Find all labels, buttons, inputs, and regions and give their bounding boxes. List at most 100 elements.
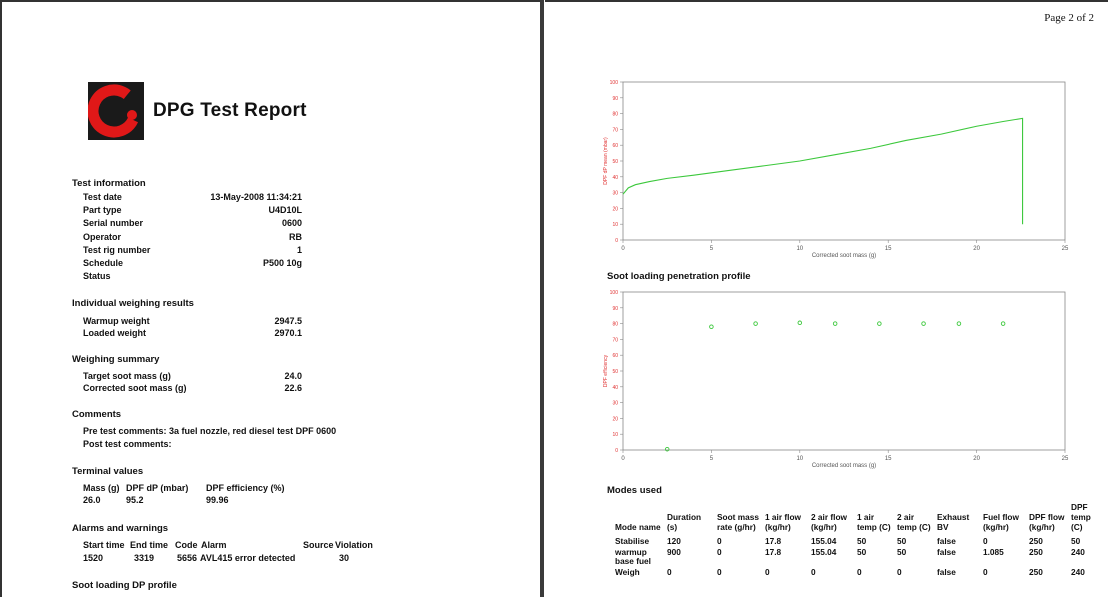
kv-label: Part type	[83, 205, 122, 216]
modes-header-cell: 2 air temp (C)	[897, 512, 931, 532]
y-tick-label: 100	[610, 290, 619, 296]
modes-cell: warmup base fuel	[615, 547, 651, 566]
modes-cell: 0	[857, 567, 862, 577]
kv-value: 22.6	[284, 383, 302, 393]
y-tick-label: 60	[612, 353, 618, 359]
modes-cell: 0	[983, 536, 988, 546]
x-tick-label: 0	[621, 246, 625, 252]
x-tick-label: 5	[710, 246, 714, 252]
terminal-header-mass: Mass (g)	[83, 483, 120, 493]
weighing-summary-heading: Weighing summary	[72, 354, 160, 365]
y-tick-label: 10	[612, 432, 618, 438]
x-tick-label: 20	[973, 456, 980, 462]
modes-table: Mode name Duration (s) Soot mass rate (g/h…	[612, 502, 1102, 578]
terminal-value-dp: 95.2	[126, 495, 144, 505]
efficiency-point	[664, 446, 670, 452]
y-tick-label: 90	[612, 306, 618, 312]
efficiency-point	[709, 324, 714, 330]
alarm-code: 5656	[177, 553, 198, 563]
kv-label: Test rig number	[83, 244, 151, 255]
page-divider	[540, 0, 544, 597]
modes-header-cell: Exhaust BV	[937, 512, 970, 532]
kv-label: Loaded weight	[83, 328, 146, 338]
modes-row: warmup base fuel 900 0 17.8 155.04 50 50 false 1…	[612, 547, 1102, 567]
modes-cell: 0	[667, 567, 672, 577]
plot-frame	[622, 81, 1066, 241]
modes-cell: false	[937, 567, 956, 577]
y-tick-label: 100	[610, 80, 619, 86]
efficiency-point	[921, 321, 926, 326]
efficiency-point	[832, 321, 838, 326]
alarm-header-code: Code	[175, 540, 198, 550]
modes-cell: 50	[897, 536, 907, 546]
kv-label: Schedule	[83, 258, 124, 268]
penetration-profile-chart: 0 10 20 30 40 50 60 70 80 90 100 0 5 10 15 20 25 Correcte…	[603, 290, 1069, 469]
kv-value: 24.0	[284, 371, 302, 381]
y-tick-label: 90	[612, 96, 618, 102]
x-tick-label: 0	[621, 456, 625, 462]
y-tick-label: 30	[612, 191, 618, 197]
kv-label: Corrected soot mass (g)	[83, 383, 187, 393]
modes-header-cell: 2 air flow (kg/hr)	[811, 512, 847, 532]
modes-cell: 0	[717, 547, 722, 557]
terminal-header-dp: DPF dP (mbar)	[126, 483, 189, 493]
y-tick-label: 0	[615, 448, 618, 454]
modes-cell: 0	[983, 567, 988, 577]
y-axis-label: DPF efficiency	[603, 354, 609, 387]
modes-cell: 50	[857, 547, 867, 557]
kv-value: 2970.1	[274, 328, 302, 338]
y-tick-label: 20	[612, 206, 618, 212]
efficiency-point	[877, 321, 882, 326]
page-number: Page 2 of 2	[1044, 12, 1094, 24]
modes-header-cell: Duration (s)	[667, 512, 702, 532]
y-tick-label: 30	[612, 401, 618, 407]
modes-header-cell: 1 air flow (kg/hr)	[765, 512, 801, 532]
efficiency-point	[956, 321, 962, 326]
y-tick-label: 80	[612, 112, 618, 118]
alarm-end: 3319	[134, 553, 155, 563]
y-axis-label: DPF dP mean (mbar)	[603, 137, 609, 185]
report-title: DPG Test Report	[153, 100, 307, 121]
modes-cell: 50	[1071, 536, 1081, 546]
modes-cell: 250	[1029, 536, 1043, 546]
x-tick-label: 25	[1062, 456, 1069, 462]
y-tick-label: 50	[612, 369, 618, 375]
modes-row: Stabilise 120 0 17.8 155.04 50 50 false 0 250 50	[612, 536, 1102, 547]
y-tick-label: 10	[612, 222, 618, 228]
kv-value: 2947.5	[274, 316, 302, 326]
x-tick-label: 10	[796, 246, 803, 252]
modes-cell: 0	[717, 536, 722, 546]
weighing-results-heading: Individual weighing results	[72, 298, 194, 309]
terminal-header-efficiency: DPF efficiency (%)	[206, 483, 285, 493]
modes-cell: 120	[667, 536, 681, 546]
y-tick-label: 40	[612, 385, 618, 391]
soot-dp-heading: Soot loading DP profile	[72, 580, 177, 591]
modes-cell: 155.04	[811, 547, 837, 557]
modes-header-cell: Mode name	[615, 522, 661, 532]
modes-cell: 0	[765, 567, 770, 577]
kv-label: Target soot mass (g)	[83, 371, 171, 381]
terminal-value-efficiency: 99.96	[206, 495, 229, 505]
alarm-header-violation: Violation	[335, 540, 373, 550]
modes-cell: 17.8	[765, 536, 782, 546]
modes-cell: false	[937, 536, 956, 546]
dp-series-line	[622, 117, 1024, 225]
kv-value: 1	[296, 244, 302, 255]
test-information-heading: Test information	[72, 178, 146, 189]
y-tick-label: 20	[612, 416, 618, 422]
kv-label: Status	[83, 271, 111, 282]
kv-label: Serial number	[83, 218, 144, 229]
kv-value: 0600	[281, 218, 302, 229]
y-tick-label: 80	[612, 322, 618, 328]
x-axis-label: Corrected soot mass (g)	[812, 253, 876, 259]
efficiency-point	[797, 320, 803, 326]
pre-test-comments: Pre test comments: 3a fuel nozzle, red d…	[83, 426, 337, 436]
modes-cell: 900	[667, 547, 681, 557]
y-tick-label: 60	[612, 143, 618, 149]
y-tick-label: 40	[612, 175, 618, 181]
x-axis-label: Corrected soot mass (g)	[812, 463, 876, 469]
modes-used-heading: Modes used	[607, 485, 662, 496]
modes-row: Weigh 0 0 0 0 0 0 false 0 250 240	[612, 567, 1102, 578]
modes-cell: 155.04	[811, 536, 837, 546]
modes-cell: 240	[1071, 567, 1085, 577]
